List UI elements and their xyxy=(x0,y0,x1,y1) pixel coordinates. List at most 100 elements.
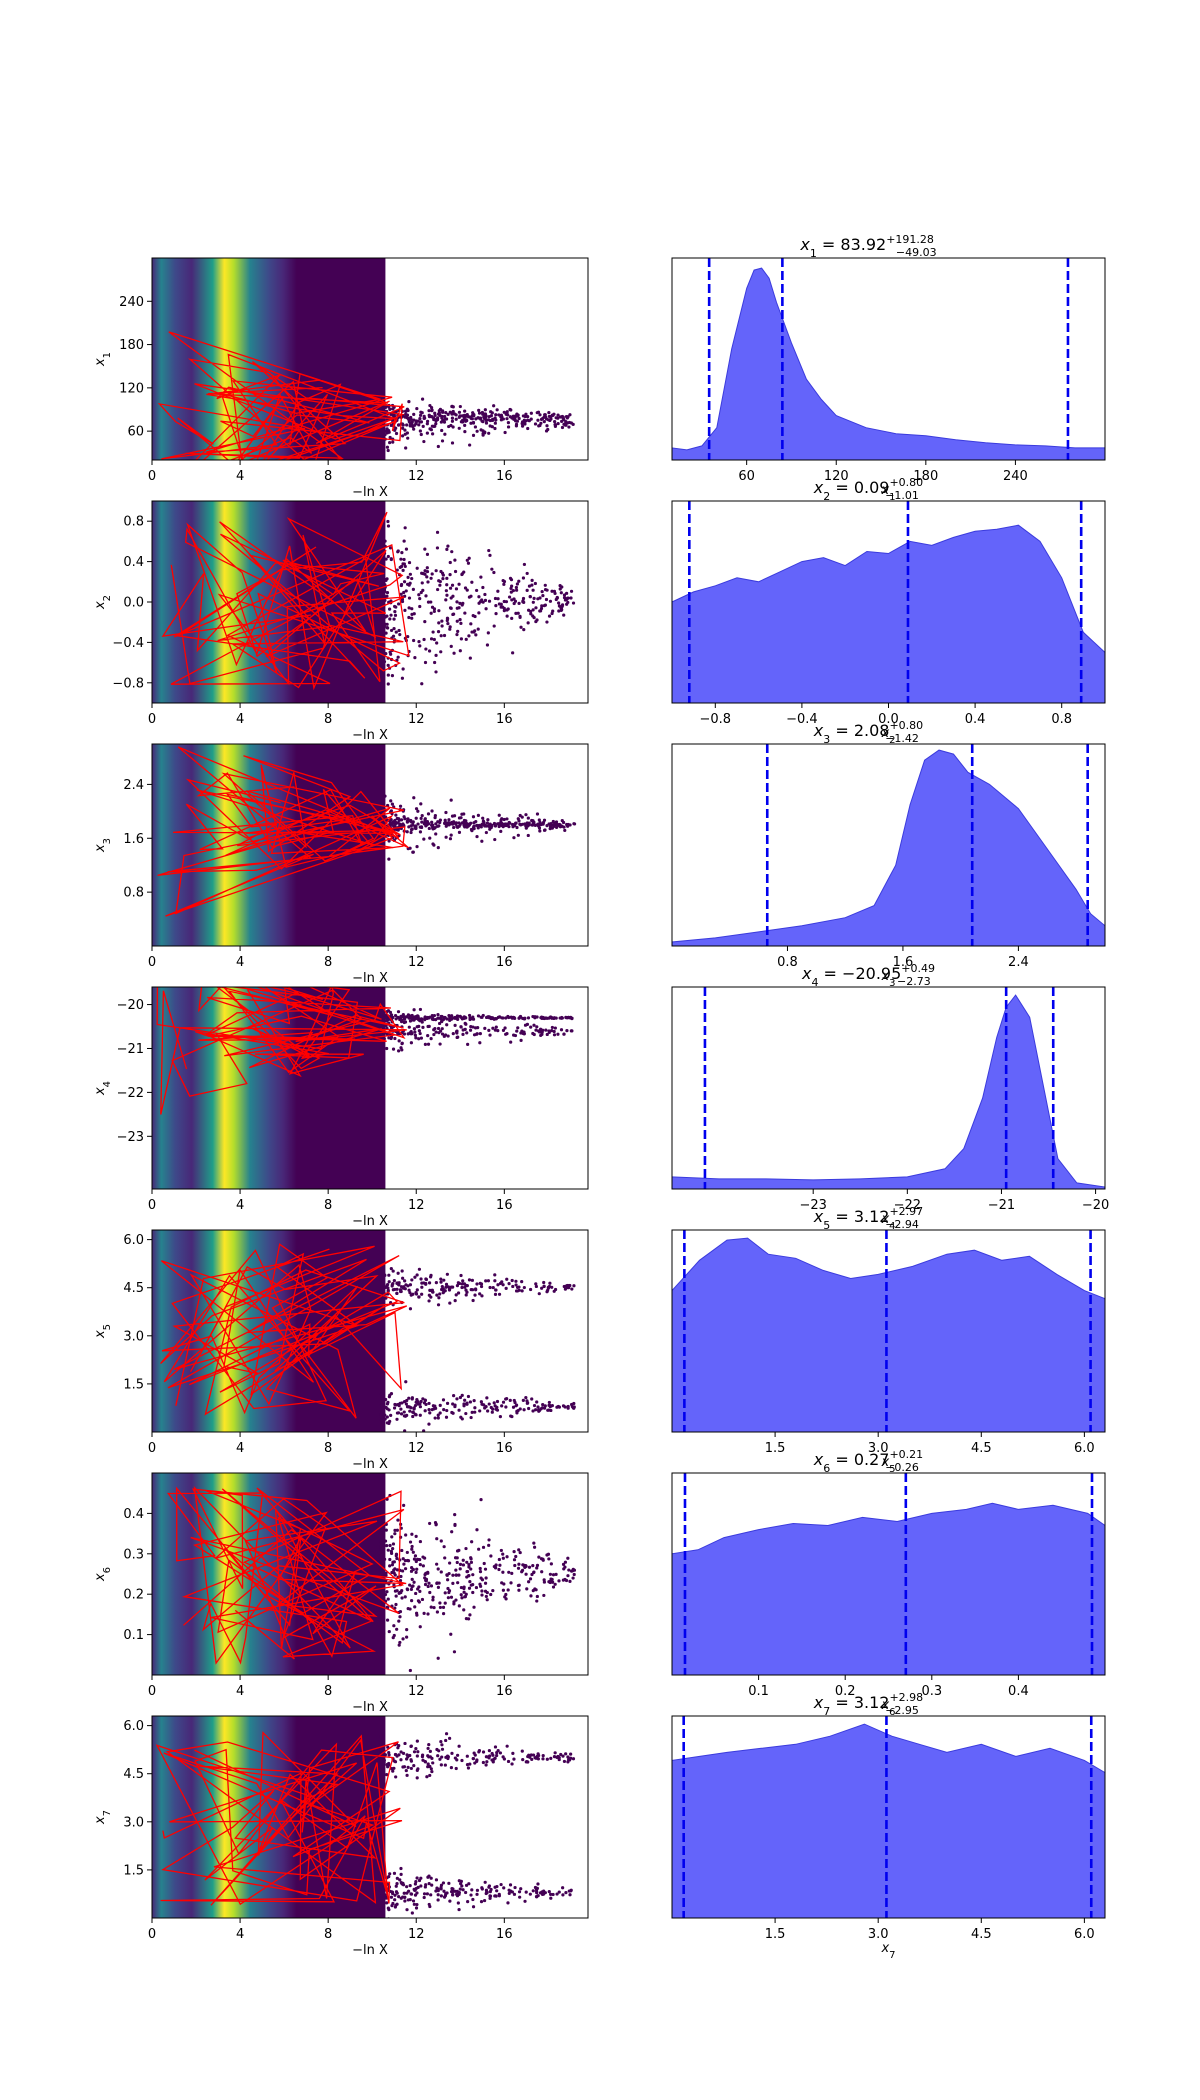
trace-point xyxy=(440,1287,444,1292)
trace-point xyxy=(449,606,453,610)
trace-point xyxy=(430,1408,434,1412)
trace-point xyxy=(418,1413,422,1417)
trace-point xyxy=(453,1556,458,1560)
trace-point xyxy=(525,588,529,592)
trace-point xyxy=(511,651,515,655)
trace-point xyxy=(398,1288,403,1292)
trace-point xyxy=(386,1745,390,1749)
trace-point xyxy=(532,596,536,600)
trace-point xyxy=(520,1568,525,1573)
trace-point xyxy=(398,1640,402,1645)
trace-point xyxy=(434,670,438,674)
trace-x-tick-label: 12 xyxy=(408,1198,425,1213)
trace-point xyxy=(430,809,434,813)
trace-point xyxy=(551,819,555,824)
trace-point xyxy=(503,1026,507,1030)
trace-point xyxy=(535,411,539,415)
trace-point xyxy=(476,813,480,817)
trace-point xyxy=(423,1582,428,1587)
trace-point xyxy=(504,823,508,828)
trace-panel-x4: 0 4 8 12 16−23−22−21−20−ln Xx4 xyxy=(93,986,589,1229)
trace-point xyxy=(542,1580,547,1584)
trace-x-tick-label: 0 xyxy=(148,955,156,970)
trace-point xyxy=(382,594,387,599)
trace-point xyxy=(463,586,468,590)
trace-point xyxy=(545,824,549,828)
trace-point xyxy=(411,1568,415,1572)
trace-point xyxy=(472,414,476,418)
trace-point xyxy=(505,417,509,421)
trace-point xyxy=(432,609,436,614)
trace-point xyxy=(434,422,438,426)
trace-point xyxy=(520,424,525,428)
trace-point xyxy=(501,1556,505,1560)
trace-point xyxy=(442,1895,447,1899)
trace-point xyxy=(488,424,492,428)
trace-y-tick-label: 0.4 xyxy=(123,1507,144,1522)
trace-point xyxy=(457,1744,461,1748)
trace-point xyxy=(567,1889,571,1893)
trace-point xyxy=(387,1750,391,1755)
trace-point xyxy=(537,1408,542,1413)
trace-point xyxy=(474,1287,478,1291)
trace-point xyxy=(430,1769,434,1774)
trace-point xyxy=(384,815,388,819)
trace-point xyxy=(395,1528,399,1532)
trace-point xyxy=(533,422,538,426)
trace-point xyxy=(521,576,526,580)
trace-point xyxy=(417,1295,421,1299)
trace-x-tick-label: 16 xyxy=(496,1198,513,1213)
trace-point xyxy=(403,409,408,413)
trace-point xyxy=(405,1885,409,1889)
trace-point xyxy=(469,1567,473,1571)
trace-point xyxy=(559,591,563,595)
trace-point xyxy=(422,837,426,841)
trace-point xyxy=(452,1016,456,1020)
trace-point xyxy=(498,1751,503,1755)
trace-point xyxy=(441,577,445,581)
trace-point xyxy=(539,421,543,425)
trace-y-tick-label: 0.2 xyxy=(123,1588,144,1603)
trace-axes-frame xyxy=(151,257,589,461)
trace-point xyxy=(542,420,546,424)
trace-point xyxy=(429,1288,434,1293)
trace-point xyxy=(499,1548,503,1553)
trace-point xyxy=(389,799,393,803)
trace-point xyxy=(425,575,429,579)
trace-point xyxy=(523,1899,527,1903)
trace-point xyxy=(409,1744,413,1748)
trace-point xyxy=(428,1773,432,1778)
trace-point xyxy=(440,1755,444,1759)
trace-point xyxy=(390,1283,394,1287)
posterior-x-tick-label: −21 xyxy=(988,1198,1015,1213)
trace-point xyxy=(436,1303,441,1307)
trace-point xyxy=(482,1561,486,1566)
trace-point xyxy=(531,1031,535,1036)
trace-point xyxy=(487,1543,491,1547)
trace-point xyxy=(497,824,501,829)
posterior-x-tick-label: 0.1 xyxy=(748,1684,769,1699)
trace-point xyxy=(418,1031,422,1036)
trace-point xyxy=(551,1892,555,1897)
trace-point xyxy=(468,1016,472,1020)
trace-point xyxy=(492,1401,496,1405)
trace-point xyxy=(400,1401,404,1405)
trace-point xyxy=(534,1408,538,1412)
trace-point xyxy=(445,1754,450,1758)
trace-point xyxy=(545,424,549,428)
trace-point xyxy=(512,1033,516,1037)
trace-point xyxy=(415,1768,419,1772)
trace-point xyxy=(480,1593,484,1597)
trace-point xyxy=(459,621,463,625)
trace-point xyxy=(426,1612,430,1616)
trace-point xyxy=(417,1878,422,1883)
trace-point xyxy=(541,1557,545,1561)
trace-y-tick-label: −21 xyxy=(117,1042,144,1057)
trace-point xyxy=(393,1753,398,1757)
trace-point xyxy=(440,624,444,628)
trace-point xyxy=(516,1026,520,1030)
trace-point xyxy=(422,1429,426,1432)
trace-point xyxy=(419,1399,423,1404)
trace-point xyxy=(531,1753,536,1757)
posterior-x-tick-label: 1.5 xyxy=(765,1441,786,1456)
